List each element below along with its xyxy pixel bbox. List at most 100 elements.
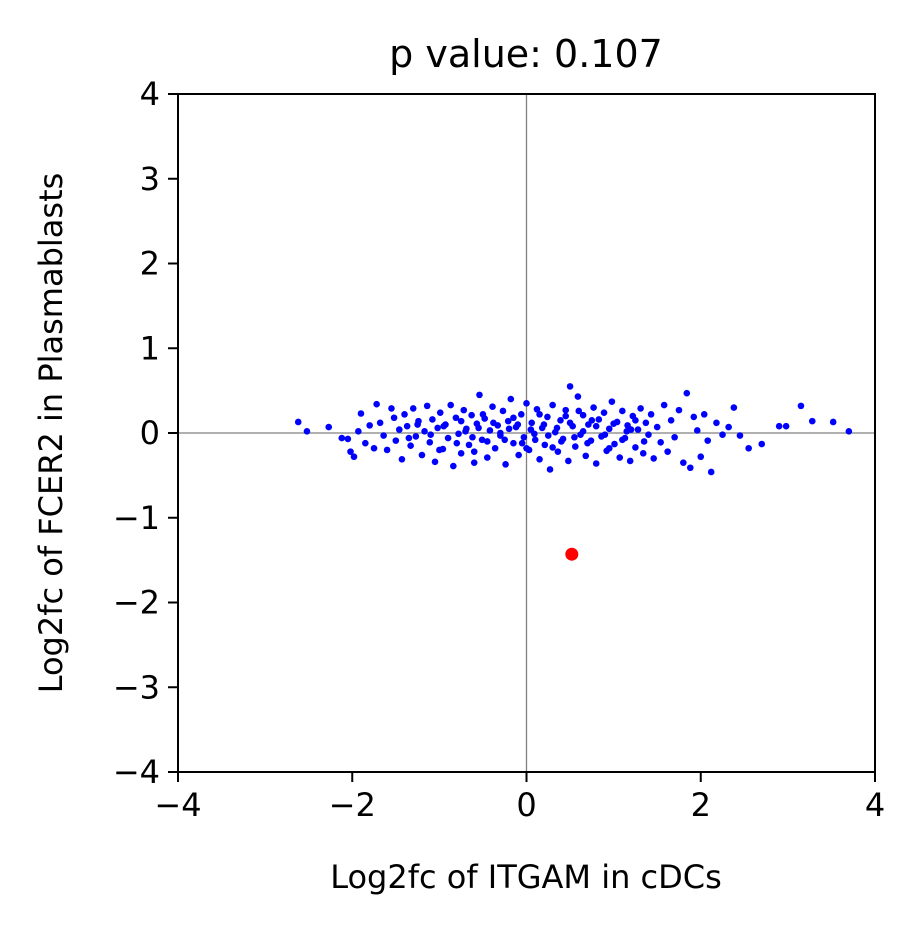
- data-point: [707, 468, 715, 476]
- data-point: [623, 428, 630, 435]
- data-point: [418, 451, 426, 459]
- data-point: [423, 402, 431, 410]
- data-point: [303, 428, 311, 435]
- data-point: [829, 418, 837, 426]
- data-point: [499, 407, 507, 415]
- data-point: [470, 459, 478, 466]
- data-point: [455, 430, 462, 438]
- data-point: [546, 466, 554, 473]
- data-point: [501, 436, 509, 444]
- data-point: [426, 439, 434, 446]
- data-point: [582, 452, 590, 460]
- data-point: [407, 442, 414, 450]
- data-point: [414, 421, 421, 428]
- data-point: [667, 416, 675, 424]
- data-point: [575, 407, 583, 415]
- data-point: [355, 428, 362, 435]
- x-tick-label: 4: [865, 786, 885, 824]
- data-point: [584, 439, 591, 447]
- y-tick-label: 0: [140, 414, 160, 452]
- data-point: [664, 448, 671, 455]
- data-point: [344, 435, 352, 443]
- data-point: [434, 424, 441, 432]
- data-point: [647, 411, 655, 418]
- y-tick-label: 2: [140, 245, 160, 283]
- data-point: [660, 401, 668, 409]
- data-point: [465, 441, 473, 449]
- data-point: [719, 431, 726, 438]
- data-point: [704, 437, 712, 444]
- data-point: [536, 455, 543, 463]
- data-point: [483, 454, 491, 461]
- data-point: [592, 422, 600, 430]
- data-point: [447, 401, 455, 409]
- data-point: [632, 416, 639, 424]
- data-point: [540, 421, 548, 428]
- data-point: [675, 406, 683, 414]
- data-point: [444, 434, 452, 442]
- data-point: [595, 416, 603, 423]
- data-point: [409, 405, 417, 412]
- data-point: [611, 440, 618, 448]
- data-point: [395, 426, 403, 433]
- data-point: [541, 441, 549, 449]
- data-point: [690, 413, 698, 421]
- data-point: [693, 427, 701, 434]
- highlight-point: [565, 547, 579, 561]
- data-point: [429, 416, 436, 423]
- chart-title: p value: 0.107: [389, 32, 663, 76]
- data-point: [758, 440, 766, 448]
- data-point: [294, 418, 302, 426]
- data-point: [619, 436, 626, 444]
- data-point: [588, 416, 596, 424]
- data-point: [579, 428, 587, 435]
- data-point: [469, 433, 476, 441]
- data-point: [476, 391, 483, 399]
- data-point: [505, 425, 513, 433]
- data-point: [745, 444, 752, 452]
- data-point: [436, 409, 444, 416]
- data-point: [489, 403, 496, 411]
- data-point: [574, 393, 582, 400]
- data-point: [592, 460, 600, 467]
- data-point: [632, 444, 639, 451]
- data-point: [713, 419, 720, 427]
- data-point: [421, 428, 428, 435]
- data-point: [486, 427, 494, 434]
- data-point: [398, 455, 406, 463]
- data-point: [650, 455, 658, 462]
- data-point: [553, 424, 561, 432]
- data-point: [475, 424, 482, 432]
- data-point: [554, 448, 562, 455]
- data-point: [520, 433, 528, 441]
- data-point: [590, 404, 597, 411]
- data-point: [502, 461, 509, 468]
- data-point: [653, 423, 661, 431]
- data-point: [388, 405, 395, 412]
- data-point: [483, 438, 491, 445]
- data-point: [468, 411, 475, 419]
- data-point: [605, 425, 613, 433]
- y-tick-label: 4: [140, 75, 160, 113]
- x-tick-label: −4: [154, 786, 201, 824]
- data-point: [619, 407, 626, 415]
- data-point: [491, 444, 499, 452]
- data-point: [642, 419, 650, 427]
- data-point: [392, 437, 400, 444]
- data-point: [479, 411, 487, 418]
- data-point: [571, 433, 578, 441]
- data-point: [608, 398, 616, 405]
- data-point: [462, 428, 469, 435]
- data-point: [671, 433, 678, 441]
- data-point: [730, 404, 738, 411]
- data-point: [518, 439, 526, 447]
- data-point: [566, 383, 574, 390]
- data-point: [453, 439, 461, 447]
- y-tick-label: −3: [113, 668, 160, 706]
- y-tick-label: −2: [113, 584, 160, 622]
- data-point: [657, 439, 664, 446]
- data-point: [325, 423, 333, 431]
- data-point: [562, 412, 570, 420]
- x-tick-label: −2: [329, 786, 376, 824]
- data-point: [350, 453, 358, 461]
